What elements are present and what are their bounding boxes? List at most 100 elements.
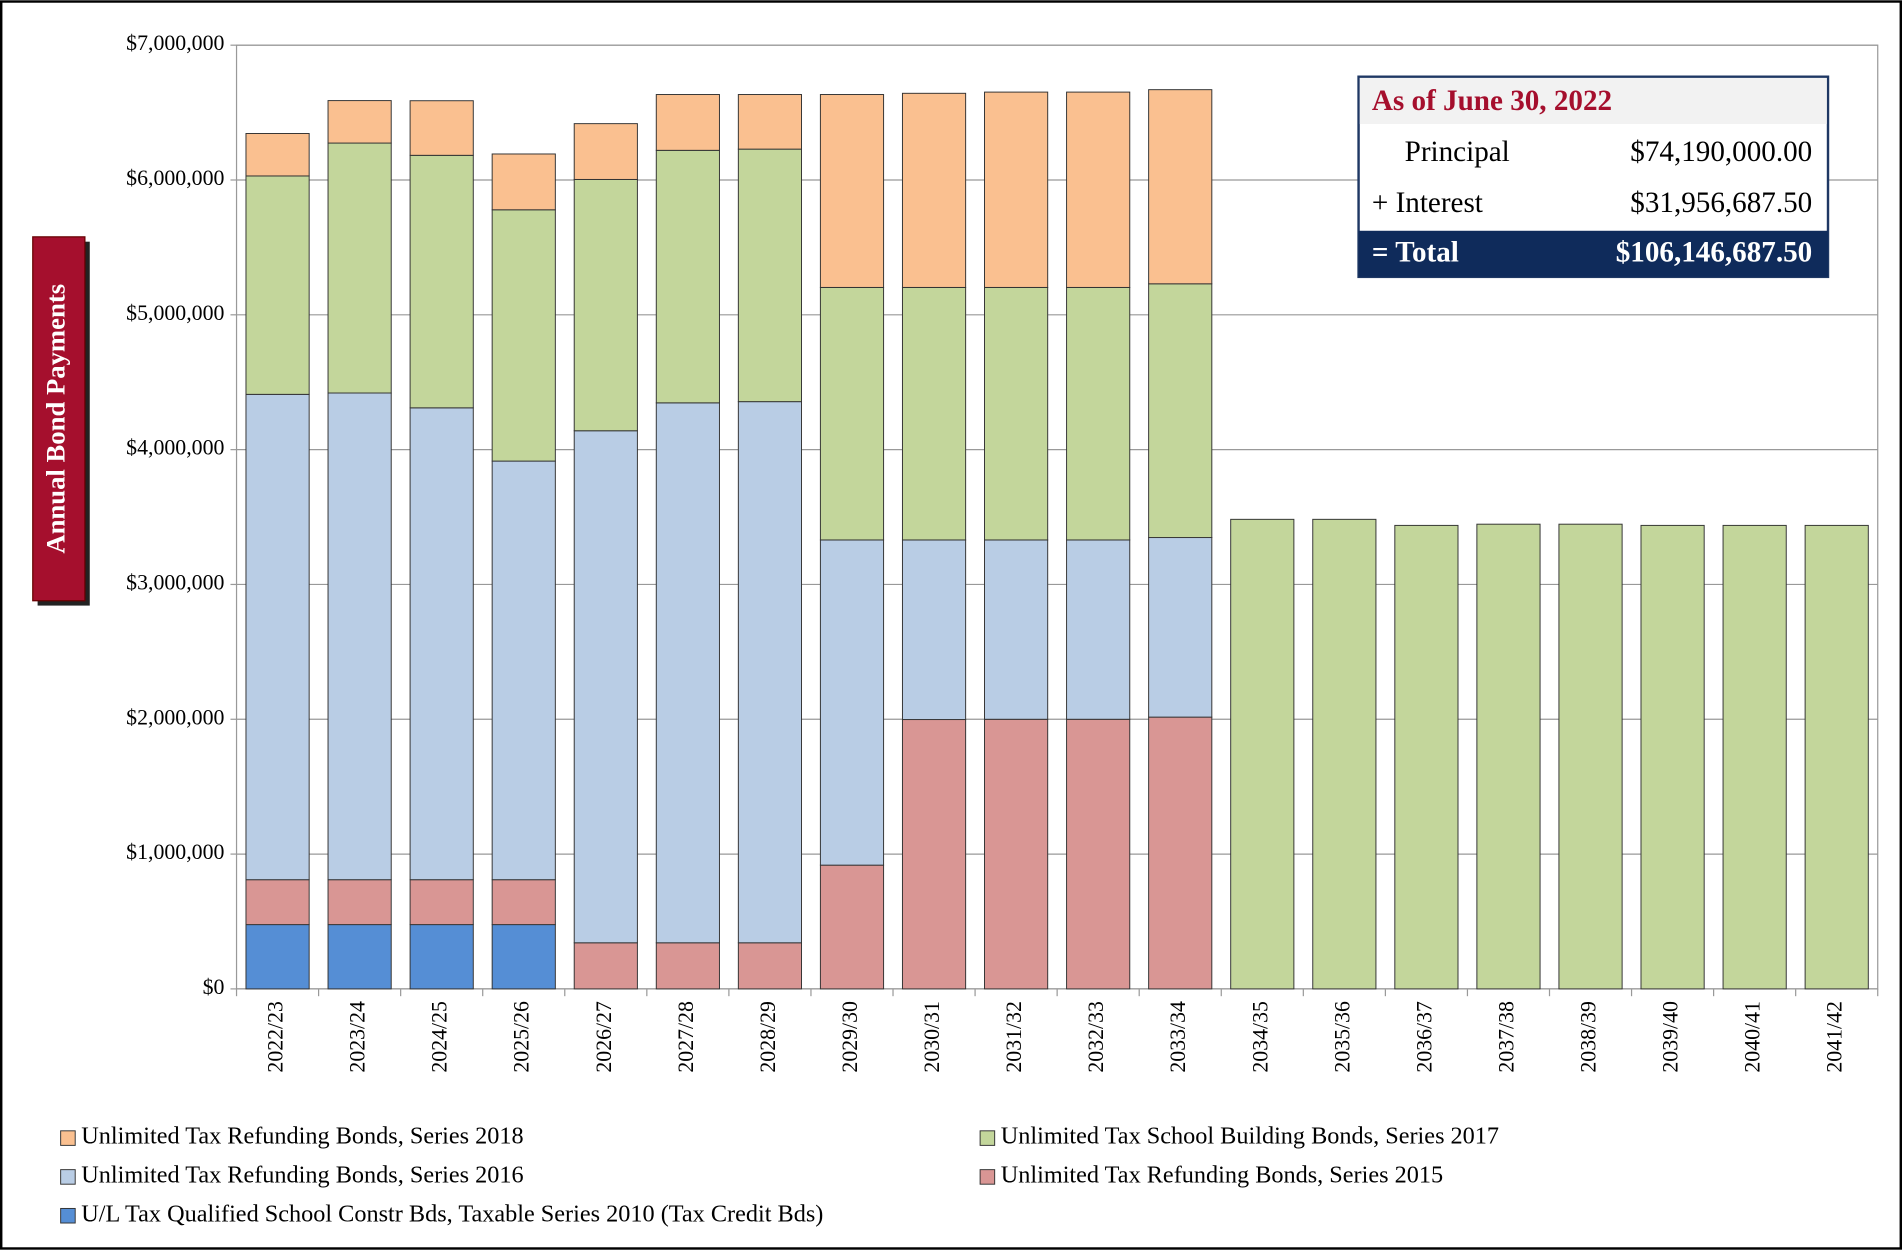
y-tick-label: $2,000,000 xyxy=(126,705,224,729)
bar-segment xyxy=(1230,518,1295,990)
x-tick-label: 2022/23 xyxy=(264,1001,288,1073)
y-tick-label: $1,000,000 xyxy=(126,840,224,864)
bar-segment xyxy=(901,286,967,541)
info-label: + Interest xyxy=(1372,187,1483,219)
info-box: As of June 30, 2022 Principal $74,190,00… xyxy=(1357,75,1830,279)
bar-segment xyxy=(409,100,474,156)
bar-segment xyxy=(655,94,720,151)
bar-segment xyxy=(245,879,310,926)
info-total-label: = Total xyxy=(1372,237,1459,269)
bar-segment xyxy=(1148,283,1213,539)
legend-swatch xyxy=(60,1207,76,1224)
bar-segment xyxy=(1640,524,1705,990)
bar-segment xyxy=(327,142,392,394)
bar-segment xyxy=(573,430,638,944)
bar-segment xyxy=(573,123,638,180)
x-tick-label: 2025/26 xyxy=(510,1001,534,1073)
bar-segment xyxy=(901,539,967,721)
legend-label: Unlimited Tax Refunding Bonds, Series 20… xyxy=(1001,1161,1443,1188)
y-tick-label: $5,000,000 xyxy=(126,301,224,325)
x-tick-label: 2034/35 xyxy=(1248,1001,1272,1073)
x-tick-label: 2032/33 xyxy=(1084,1001,1108,1073)
bar-segment xyxy=(1558,523,1623,990)
x-tick-label: 2028/29 xyxy=(756,1001,780,1073)
bar-segment xyxy=(491,879,556,926)
legend-swatch xyxy=(60,1169,76,1185)
x-tick-label: 2031/32 xyxy=(1002,1001,1026,1073)
x-tick-label: 2041/42 xyxy=(1823,1001,1847,1073)
legend-label: Unlimited Tax School Building Bonds, Ser… xyxy=(1001,1123,1499,1150)
x-tick-label: 2037/38 xyxy=(1494,1001,1518,1073)
bar-segment xyxy=(409,879,474,926)
bar-segment xyxy=(1066,91,1131,288)
y-tick-label: $0 xyxy=(203,975,225,999)
bar-segment xyxy=(245,175,310,395)
x-tick-label: 2026/27 xyxy=(592,1001,616,1073)
bar-segment xyxy=(737,401,803,944)
bar-segment xyxy=(1476,523,1541,990)
y-tick-label: $7,000,000 xyxy=(126,31,224,55)
bar-segment xyxy=(819,94,885,288)
bar-segment xyxy=(327,392,392,881)
y-title-box xyxy=(32,236,86,602)
bar-segment xyxy=(1066,539,1131,720)
bar-segment xyxy=(819,864,885,990)
bar-segment xyxy=(409,407,474,881)
legend-swatch xyxy=(60,1130,76,1146)
x-tick-label: 2038/39 xyxy=(1577,1001,1601,1073)
bar-segment xyxy=(327,924,392,990)
bar-segment xyxy=(245,393,310,881)
legend: Unlimited Tax Refunding Bonds, Series 20… xyxy=(60,1123,1499,1227)
bar-segment xyxy=(245,924,310,990)
bar-segment xyxy=(245,133,310,177)
bar-segment xyxy=(327,879,392,926)
bar-segment xyxy=(409,924,474,990)
x-tick-label: 2024/25 xyxy=(428,1001,452,1073)
bar-segment xyxy=(409,154,474,409)
bar-segment xyxy=(655,942,720,990)
bar-segment xyxy=(491,460,556,881)
y-tick-label: $4,000,000 xyxy=(126,436,224,460)
bar-segment xyxy=(1148,537,1213,718)
info-box-header xyxy=(1359,77,1827,125)
x-tick-label: 2029/30 xyxy=(838,1001,862,1073)
bar-segment xyxy=(1394,524,1459,990)
legend-swatch xyxy=(979,1169,996,1185)
bar-segment xyxy=(1066,286,1131,541)
x-tick-label: 2039/40 xyxy=(1659,1001,1683,1073)
bar-segment xyxy=(1148,89,1213,285)
bar-segment xyxy=(984,539,1049,720)
bar-segment xyxy=(1066,718,1131,990)
bar-segment xyxy=(901,92,967,288)
bar-segment xyxy=(984,91,1049,288)
bar-segment xyxy=(1722,524,1787,990)
bar-segment xyxy=(491,209,556,462)
x-tick-label: 2040/41 xyxy=(1741,1001,1765,1073)
bar-segment xyxy=(819,539,885,866)
bar-segment xyxy=(573,942,638,990)
bar-segment xyxy=(491,153,556,211)
y-axis-title: Annual Bond Payments xyxy=(32,236,90,606)
bar-segment xyxy=(655,149,720,404)
info-total-row xyxy=(1358,230,1829,277)
bar-segment xyxy=(901,719,967,990)
bar-segment xyxy=(984,286,1049,541)
x-tick-label: 2023/24 xyxy=(346,1001,370,1073)
bar-segment xyxy=(984,718,1049,990)
legend-label: Unlimited Tax Refunding Bonds, Series 20… xyxy=(81,1123,523,1150)
bar-segment xyxy=(327,100,392,144)
y-tick-label: $6,000,000 xyxy=(126,166,224,190)
x-tick-label: 2035/36 xyxy=(1330,1001,1354,1073)
info-value: $74,190,000.00 xyxy=(1630,136,1812,168)
info-total-value: $106,146,687.50 xyxy=(1616,237,1812,269)
info-label: Principal xyxy=(1405,136,1510,168)
bar-segment xyxy=(819,286,885,541)
x-tick-label: 2030/31 xyxy=(920,1001,944,1073)
legend-label: U/L Tax Qualified School Constr Bds, Tax… xyxy=(81,1200,823,1227)
bar-segment xyxy=(737,942,803,990)
y-axis-label: Annual Bond Payments xyxy=(40,284,70,554)
bar-segment xyxy=(737,148,803,403)
info-value: $31,956,687.50 xyxy=(1630,187,1812,219)
x-tick-label: 2027/28 xyxy=(674,1001,698,1073)
